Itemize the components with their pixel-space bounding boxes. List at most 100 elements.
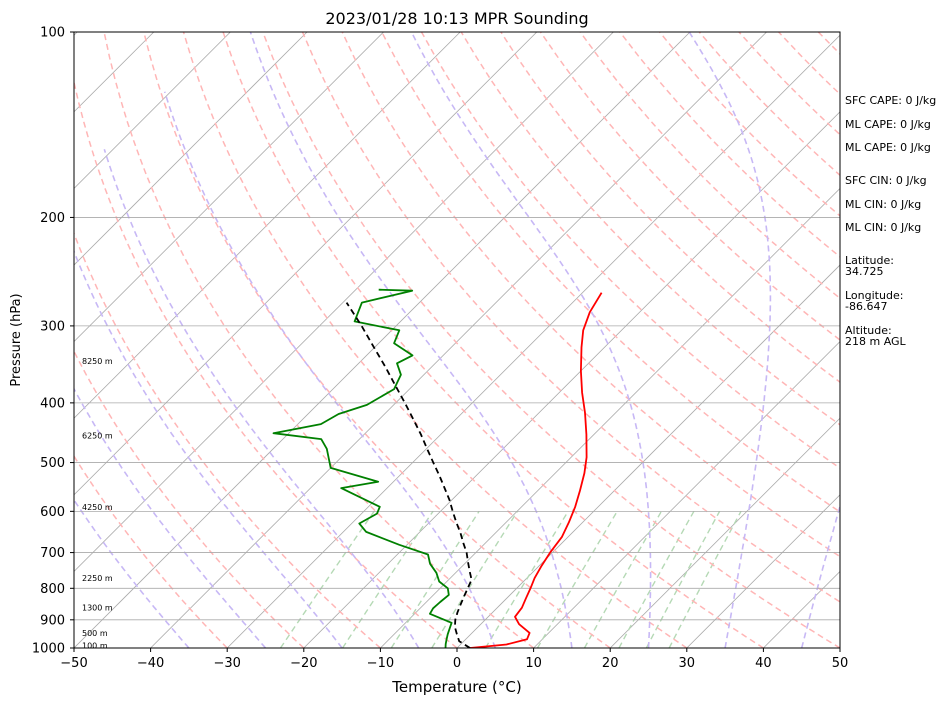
dry-adiabat-line bbox=[74, 79, 458, 648]
altitude-value: 218 m AGL bbox=[845, 335, 907, 348]
y-tick-label: 100 bbox=[40, 26, 65, 41]
height-labels: 100 m 500 m 1300 m 2250 m 4250 m 6250 m 8250 m bbox=[82, 357, 113, 650]
y-axis-label: Pressure (hPa) bbox=[9, 293, 24, 386]
height-label: 4250 m bbox=[82, 503, 113, 512]
ml-cin-label: ML CIN: 0 J/kg bbox=[845, 198, 921, 211]
parcel-path bbox=[345, 302, 473, 648]
ml-cape-label-2: ML CAPE: 0 J/kg bbox=[845, 141, 931, 154]
x-tick-label: 20 bbox=[602, 656, 619, 671]
x-tick-label: 40 bbox=[755, 656, 772, 671]
temperature-profile bbox=[469, 292, 603, 648]
mixing-ratio-line bbox=[279, 510, 375, 648]
dry-adiabat-line bbox=[74, 231, 381, 648]
y-tick-label: 900 bbox=[40, 613, 65, 628]
dry-adiabat-line bbox=[579, 32, 840, 300]
moist-adiabat-line bbox=[103, 148, 420, 648]
isotherm-line bbox=[609, 417, 840, 648]
longitude-value: -86.647 bbox=[845, 300, 887, 313]
moist-adiabat-line bbox=[74, 387, 267, 648]
dry-adiabat-line bbox=[262, 32, 840, 648]
longitude-label: Longitude: bbox=[845, 289, 903, 302]
moist-adiabat-line bbox=[688, 32, 772, 648]
x-tick-label: 10 bbox=[525, 656, 542, 671]
stats-panel: SFC CAPE: 0 J/kg ML CAPE: 0 J/kg ML CAPE… bbox=[845, 94, 936, 348]
moist-adiabat-line bbox=[800, 503, 840, 648]
height-label: 500 m bbox=[82, 629, 108, 638]
x-tick-label: 30 bbox=[679, 656, 696, 671]
y-axis-ticks: 1000 900 800 700 600 500 400 300 200 100 bbox=[32, 26, 74, 657]
moist-adiabat-line bbox=[74, 498, 190, 648]
x-tick-label: −10 bbox=[367, 656, 394, 671]
sounding-series bbox=[272, 288, 603, 648]
isotherm-line bbox=[74, 32, 691, 648]
isotherm-line bbox=[0, 32, 1, 648]
x-axis-ticks: −50 −40 −30 −20 −10 0 10 20 30 40 50 bbox=[60, 648, 848, 671]
altitude-label: Altitude: bbox=[845, 324, 892, 337]
height-label: 1300 m bbox=[82, 604, 113, 613]
y-tick-label: 300 bbox=[40, 319, 65, 334]
mixing-ratio-line bbox=[583, 510, 663, 648]
isotherm-line bbox=[74, 32, 538, 496]
dry-adiabat-line bbox=[103, 32, 535, 648]
isotherm-line bbox=[456, 264, 840, 648]
y-tick-label: 500 bbox=[40, 456, 65, 471]
mixing-ratio-lines bbox=[279, 510, 742, 648]
dry-adiabat-line bbox=[143, 32, 611, 648]
y-tick-label: 800 bbox=[40, 582, 65, 597]
height-label: 2250 m bbox=[82, 574, 113, 583]
dewpoint-profile bbox=[272, 288, 453, 648]
y-tick-label: 700 bbox=[40, 546, 65, 561]
y-tick-label: 600 bbox=[40, 505, 65, 520]
isotherm-line bbox=[226, 34, 840, 648]
plot-frame bbox=[73, 31, 841, 649]
isotherm-line bbox=[380, 187, 840, 648]
mixing-ratio-line bbox=[484, 510, 569, 648]
isotherm-line bbox=[74, 32, 614, 572]
dry-adiabat-line bbox=[74, 349, 305, 648]
dry-adiabat-line bbox=[182, 32, 688, 648]
isotherm-line bbox=[686, 494, 840, 648]
height-label: 100 m bbox=[82, 641, 108, 650]
moist-adiabat-line bbox=[249, 32, 573, 648]
isotherm-grid bbox=[0, 32, 840, 648]
isotherm-line bbox=[74, 32, 308, 266]
dry-adiabat-line bbox=[74, 454, 228, 648]
dry-adiabat-line bbox=[222, 32, 764, 648]
isotherm-line bbox=[74, 32, 231, 189]
x-tick-label: −20 bbox=[290, 656, 317, 671]
x-tick-label: −50 bbox=[60, 656, 87, 671]
sfc-cin-label: SFC CIN: 0 J/kg bbox=[845, 174, 927, 187]
x-tick-label: −30 bbox=[213, 656, 240, 671]
moist-adiabat-line bbox=[163, 91, 497, 648]
moist-adiabat-line bbox=[74, 249, 343, 648]
isotherm-line bbox=[533, 341, 840, 648]
y-tick-label: 400 bbox=[40, 396, 65, 411]
ml-cin-label-2: ML CIN: 0 J/kg bbox=[845, 221, 921, 234]
x-tick-label: −40 bbox=[137, 656, 164, 671]
moist-adiabats bbox=[74, 32, 840, 648]
mixing-ratio-line bbox=[668, 510, 742, 648]
ml-cape-label: ML CAPE: 0 J/kg bbox=[845, 118, 931, 131]
x-tick-label: 0 bbox=[453, 656, 461, 671]
dry-adiabat-line bbox=[937, 32, 946, 648]
height-label: 8250 m bbox=[82, 357, 113, 366]
isotherm-line bbox=[74, 32, 384, 343]
latitude-value: 34.725 bbox=[845, 265, 884, 278]
isotherm-line bbox=[150, 32, 767, 648]
sfc-cape-label: SFC CAPE: 0 J/kg bbox=[845, 94, 936, 107]
mixing-ratio-line bbox=[431, 510, 519, 648]
isotherm-line bbox=[74, 32, 461, 419]
dry-adiabats bbox=[74, 32, 946, 648]
mixing-ratio-line bbox=[645, 510, 721, 648]
y-tick-label: 200 bbox=[40, 211, 65, 226]
latitude-label: Latitude: bbox=[845, 254, 894, 267]
x-axis-label: Temperature (°C) bbox=[391, 678, 521, 696]
height-label: 6250 m bbox=[82, 432, 113, 441]
moist-adiabat-line bbox=[410, 32, 652, 648]
mixing-ratio-line bbox=[536, 510, 618, 648]
chart-title: 2023/01/28 10:13 MPR Sounding bbox=[325, 9, 588, 28]
y-tick-label: 1000 bbox=[32, 642, 65, 657]
x-tick-label: 50 bbox=[832, 656, 849, 671]
isotherm-line bbox=[303, 111, 840, 648]
